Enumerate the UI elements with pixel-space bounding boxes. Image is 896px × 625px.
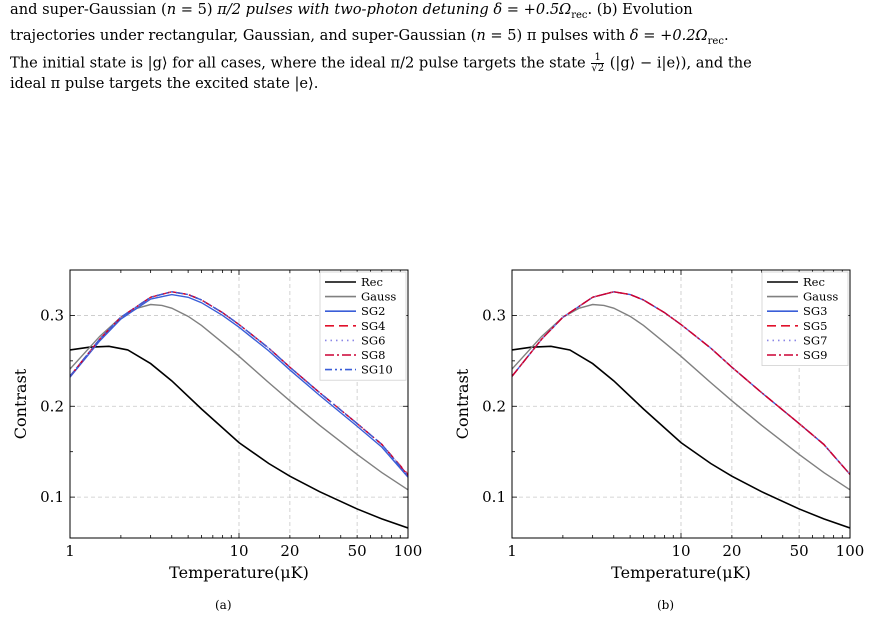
x-tick-label: 1 [65, 542, 75, 560]
caption-text: (|g⟩ − i|e⟩), and the [605, 54, 752, 72]
x-axis-label: Temperature(μK) [611, 563, 751, 582]
caption-line-3: The initial state is |g⟩ for all cases, … [10, 52, 888, 74]
series-line-sg2 [70, 293, 408, 478]
subfigure-label-a: (a) [215, 598, 232, 612]
caption-line-1: and super-Gaussian (n = 5) π/2 pulses wi… [10, 0, 888, 26]
caption-math: n [166, 1, 177, 18]
legend-label-sg9: SG9 [803, 348, 827, 362]
caption-math: δ = +0.5Ω [493, 1, 572, 18]
series-line-rec [512, 345, 850, 529]
legend-label-sg5: SG5 [803, 319, 827, 333]
legend-label-sg3: SG3 [803, 304, 827, 318]
caption-text: = 5) [176, 1, 218, 18]
series-line-sg10 [70, 291, 408, 477]
subfigure-label-b: (b) [657, 598, 675, 612]
legend-label-sg6: SG6 [361, 333, 385, 347]
y-tick-label: 0.3 [40, 306, 64, 324]
x-tick-label: 10 [229, 542, 248, 560]
chart-panel-a: 1 10 20 50 100 0.1 0.2 0.3 Temperature(μK) Contra… [11, 269, 423, 582]
x-tick-label: 100 [836, 542, 865, 560]
fraction-numerator: 1 [591, 52, 605, 64]
legend-label-sg10: SG10 [361, 363, 393, 377]
y-tick-label: 0.2 [482, 397, 506, 415]
caption-math: n [476, 27, 486, 45]
legend-label-sg8: SG8 [361, 348, 385, 362]
legend-label-rec: Rec [803, 275, 825, 289]
legend-label-gauss: Gauss [803, 290, 838, 304]
caption-line-4: ideal π pulse targets the excited state … [10, 74, 888, 95]
chart-panel-b: 1 10 20 50 100 0.1 0.2 0.3 Temperature(μK) Contra… [453, 269, 865, 582]
legend-label-sg4: SG4 [361, 319, 385, 333]
x-tick-label: 100 [394, 542, 423, 560]
legend-box [761, 271, 849, 366]
x-tick-label: 10 [671, 542, 690, 560]
caption-text: ideal π pulse targets the excited state … [10, 74, 319, 92]
legend-label-gauss: Gauss [361, 290, 396, 304]
caption-math: δ = +0.2Ω [629, 27, 708, 45]
legend-label-sg7: SG7 [803, 333, 827, 347]
caption-text: . (b) Evolution [587, 1, 693, 18]
legend-box [319, 271, 407, 381]
y-axis-label: Contrast [453, 368, 472, 439]
x-tick-label: 20 [722, 542, 741, 560]
x-tick-label: 50 [348, 542, 367, 560]
caption-text: . [723, 27, 729, 45]
caption-math: π/2 pulses with two-photon detuning [217, 1, 494, 18]
y-tick-label: 0.1 [482, 488, 506, 506]
caption-line-2: trajectories under rectangular, Gaussian… [10, 26, 888, 52]
caption-text: trajectories under rectangular, Gaussian… [10, 27, 477, 45]
y-tick-label: 0.1 [40, 488, 64, 506]
caption-text: and super-Gaussian ( [10, 1, 167, 18]
caption-subscript: rec [571, 9, 588, 21]
y-tick-label: 0.2 [40, 397, 64, 415]
x-tick-label: 1 [507, 542, 517, 560]
y-axis-label: Contrast [11, 368, 30, 439]
y-tick-label: 0.3 [482, 306, 506, 324]
figure-caption: and super-Gaussian (n = 5) π/2 pulses wi… [10, 0, 888, 94]
x-tick-label: 50 [790, 542, 809, 560]
fraction-denominator: √2 [591, 62, 605, 74]
caption-fraction: 1 √2 [591, 52, 605, 74]
caption-text: = 5) π pulses with [485, 27, 630, 45]
series-line-rec [70, 345, 408, 529]
legend-label-sg2: SG2 [361, 304, 385, 318]
series-line-sg9 [512, 291, 850, 475]
series-line-gauss [512, 303, 850, 491]
x-axis-label: Temperature(μK) [169, 563, 309, 582]
caption-text: The initial state is |g⟩ for all cases, … [10, 54, 591, 72]
legend-label-rec: Rec [361, 275, 383, 289]
caption-subscript: rec [707, 36, 724, 48]
x-tick-label: 20 [280, 542, 299, 560]
